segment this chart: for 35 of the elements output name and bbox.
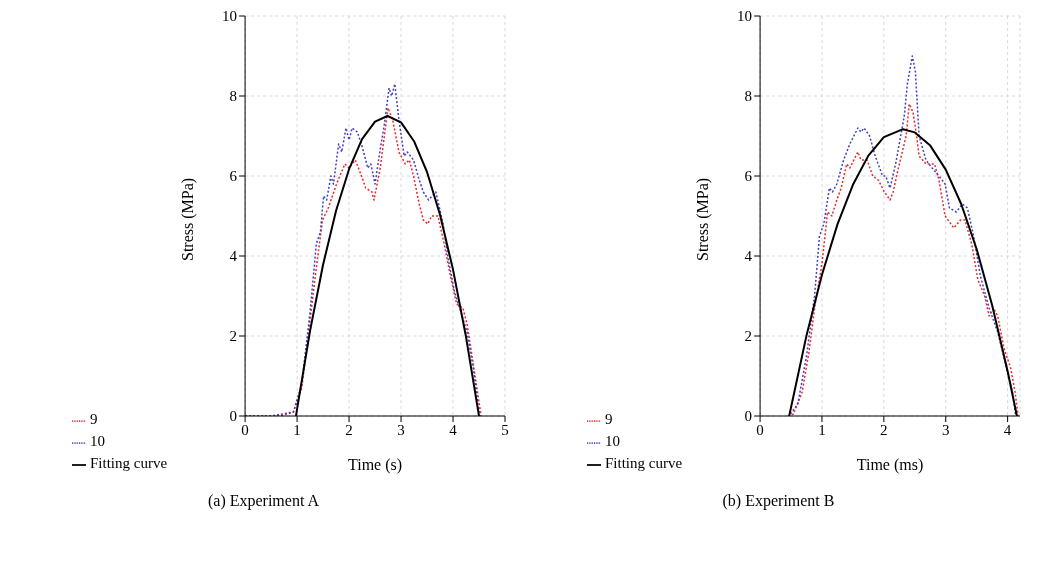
- legend-label: 10: [90, 433, 105, 449]
- x-tick-label: 2: [345, 421, 353, 438]
- x-tick-label: 4: [449, 421, 458, 438]
- y-tick-label: 2: [744, 328, 753, 345]
- x-tick-label: 5: [501, 421, 509, 438]
- y-axis-title: Stress (MPa): [178, 177, 197, 261]
- x-tick-label: 1: [293, 421, 301, 438]
- y-tick-label: 8: [229, 88, 238, 105]
- x-tick-label: 3: [397, 421, 405, 438]
- y-tick-label: 10: [222, 8, 238, 25]
- y-tick-label: 4: [229, 248, 238, 265]
- y-tick-label: 2: [229, 328, 238, 345]
- legend-label: Fitting curve: [605, 455, 683, 471]
- legend-label: 9: [90, 411, 98, 427]
- x-tick-label: 1: [818, 421, 826, 438]
- x-tick-label: 2: [880, 421, 888, 438]
- text: (a) Experiment A: [206, 492, 321, 510]
- legend-label: Fitting curve: [90, 455, 168, 471]
- x-axis-title: Time (ms): [856, 456, 924, 474]
- x-tick-label: 0: [756, 421, 764, 438]
- y-tick-label: 6: [744, 168, 753, 185]
- y-tick-label: 10: [737, 8, 753, 25]
- x-tick-label: 0: [241, 421, 249, 438]
- y-tick-label: 4: [744, 248, 753, 265]
- text: (b) Experiment B: [721, 492, 836, 510]
- legend-label: 9: [605, 411, 613, 427]
- x-axis-title: Time (s): [347, 456, 403, 474]
- y-tick-label: 0: [229, 408, 238, 425]
- y-tick-label: 8: [744, 88, 753, 105]
- y-axis-title: Stress (MPa): [693, 177, 712, 261]
- x-tick-label: 3: [941, 421, 950, 438]
- legend-label: 10: [605, 433, 620, 449]
- x-tick-label: 4: [1003, 421, 1012, 438]
- y-tick-label: 6: [229, 168, 238, 185]
- y-tick-label: 0: [744, 408, 753, 425]
